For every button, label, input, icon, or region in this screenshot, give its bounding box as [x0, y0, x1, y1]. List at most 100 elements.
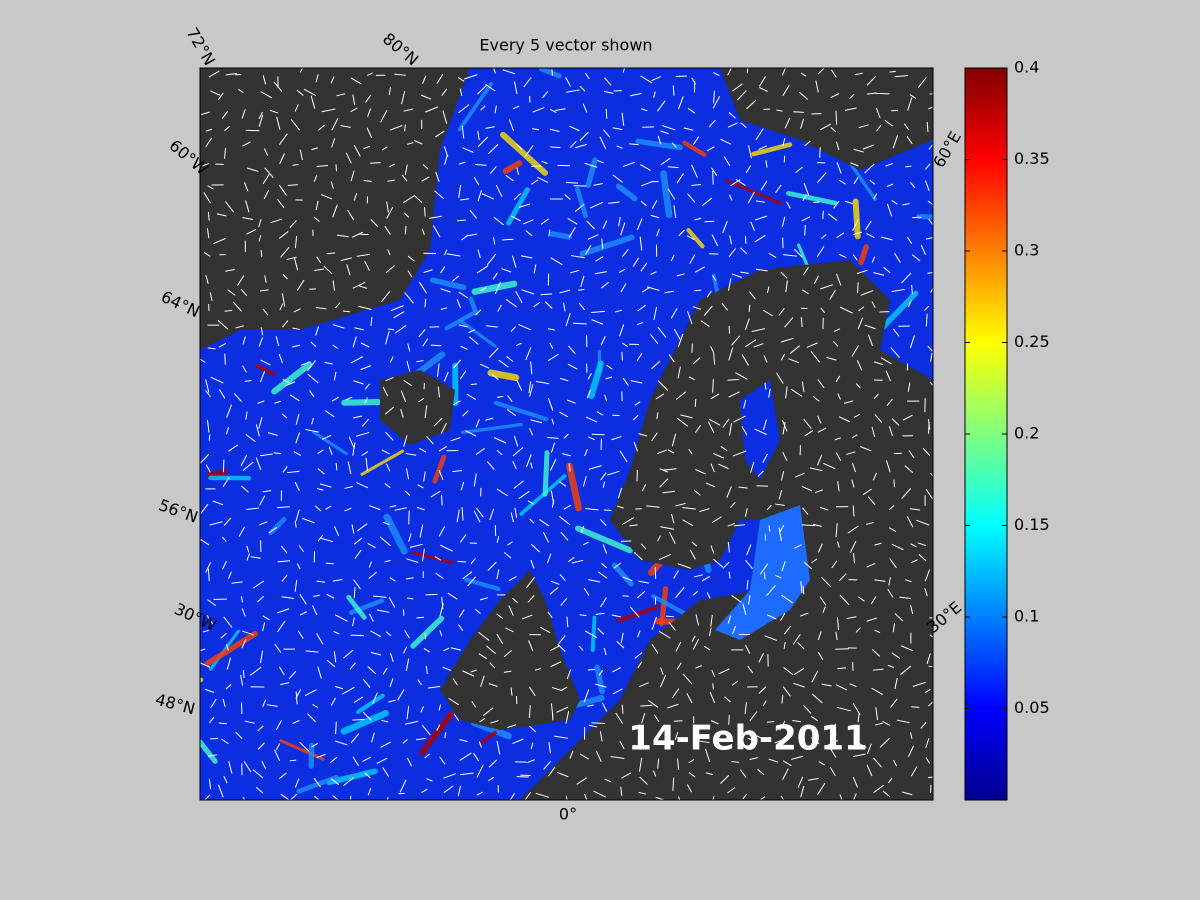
vector: [549, 342, 554, 349]
vector: [385, 463, 391, 472]
vector: [352, 94, 356, 106]
vector: [928, 776, 933, 778]
vector: [425, 593, 438, 596]
vector: [299, 741, 310, 752]
vector: [910, 182, 916, 189]
vector: [775, 575, 782, 579]
vector: [569, 140, 577, 149]
vector: [646, 505, 660, 508]
vector: [584, 162, 598, 168]
vector: [894, 612, 904, 622]
vector: [226, 404, 233, 418]
current-streak: [255, 363, 276, 377]
vector: [727, 735, 731, 742]
vector: [858, 124, 869, 129]
vector: [888, 777, 893, 784]
vector: [837, 667, 847, 670]
vector: [330, 778, 340, 786]
vector: [425, 106, 439, 113]
vector: [460, 198, 470, 201]
vector: [282, 379, 292, 384]
vector: [667, 449, 675, 454]
vector: [240, 454, 248, 467]
vector: [299, 149, 303, 161]
vector: [641, 484, 647, 492]
vector: [501, 268, 512, 273]
vector: [651, 200, 658, 210]
vector: [858, 596, 865, 602]
vector: [496, 488, 508, 497]
vector: [443, 785, 454, 794]
vector: [746, 99, 757, 110]
vector: [866, 562, 876, 568]
vector: [294, 520, 297, 528]
vector: [287, 184, 298, 186]
vector: [258, 111, 263, 120]
vector: [307, 713, 316, 723]
vector: [349, 662, 356, 670]
current-streak: [635, 138, 683, 151]
vector: [754, 428, 767, 435]
vector: [279, 133, 288, 145]
vector: [928, 665, 933, 668]
vector: [530, 559, 535, 569]
current-streak: [615, 183, 638, 202]
vector: [817, 631, 822, 641]
vector: [682, 673, 693, 685]
vector: [866, 764, 873, 777]
vector: [524, 791, 532, 800]
current-streak: [360, 449, 405, 476]
vector: [397, 689, 405, 701]
vector: [403, 646, 408, 654]
vector: [223, 517, 232, 526]
vector: [404, 490, 411, 496]
vector: [853, 414, 860, 418]
vector: [866, 617, 878, 622]
colorbar-tick-label: 0.15: [1014, 515, 1050, 534]
vector: [678, 796, 681, 800]
vector: [359, 233, 370, 236]
vector: [262, 308, 269, 316]
vector: [258, 521, 268, 526]
vector: [347, 209, 355, 221]
vector: [516, 167, 519, 175]
vector: [509, 793, 516, 800]
vector: [731, 760, 740, 763]
vector: [925, 313, 928, 327]
vector: [820, 307, 826, 314]
vector: [766, 721, 775, 723]
vector: [311, 147, 318, 151]
vector: [891, 543, 904, 551]
vector: [699, 508, 710, 513]
vector: [675, 641, 682, 652]
vector: [797, 776, 804, 788]
vector: [296, 89, 304, 96]
vector: [274, 643, 282, 653]
vector: [541, 160, 548, 165]
vector: [855, 383, 861, 389]
vector: [207, 599, 217, 607]
vector: [883, 266, 891, 274]
vector: [577, 288, 585, 291]
vector: [465, 233, 478, 237]
vector: [818, 761, 825, 766]
vector: [494, 281, 502, 295]
vector: [657, 135, 662, 145]
vector: [916, 519, 930, 526]
vector: [837, 393, 841, 400]
vector: [632, 257, 639, 267]
vector: [727, 541, 730, 553]
vector: [816, 246, 825, 258]
vector: [238, 88, 244, 93]
vector: [889, 558, 897, 569]
vector: [226, 643, 229, 651]
vector: [294, 778, 300, 788]
vector: [850, 162, 859, 167]
vector: [853, 177, 859, 185]
vector: [606, 364, 613, 370]
vector: [749, 711, 758, 721]
vector: [778, 308, 785, 316]
vector: [258, 417, 263, 429]
vector: [255, 457, 262, 471]
vector: [588, 724, 598, 728]
